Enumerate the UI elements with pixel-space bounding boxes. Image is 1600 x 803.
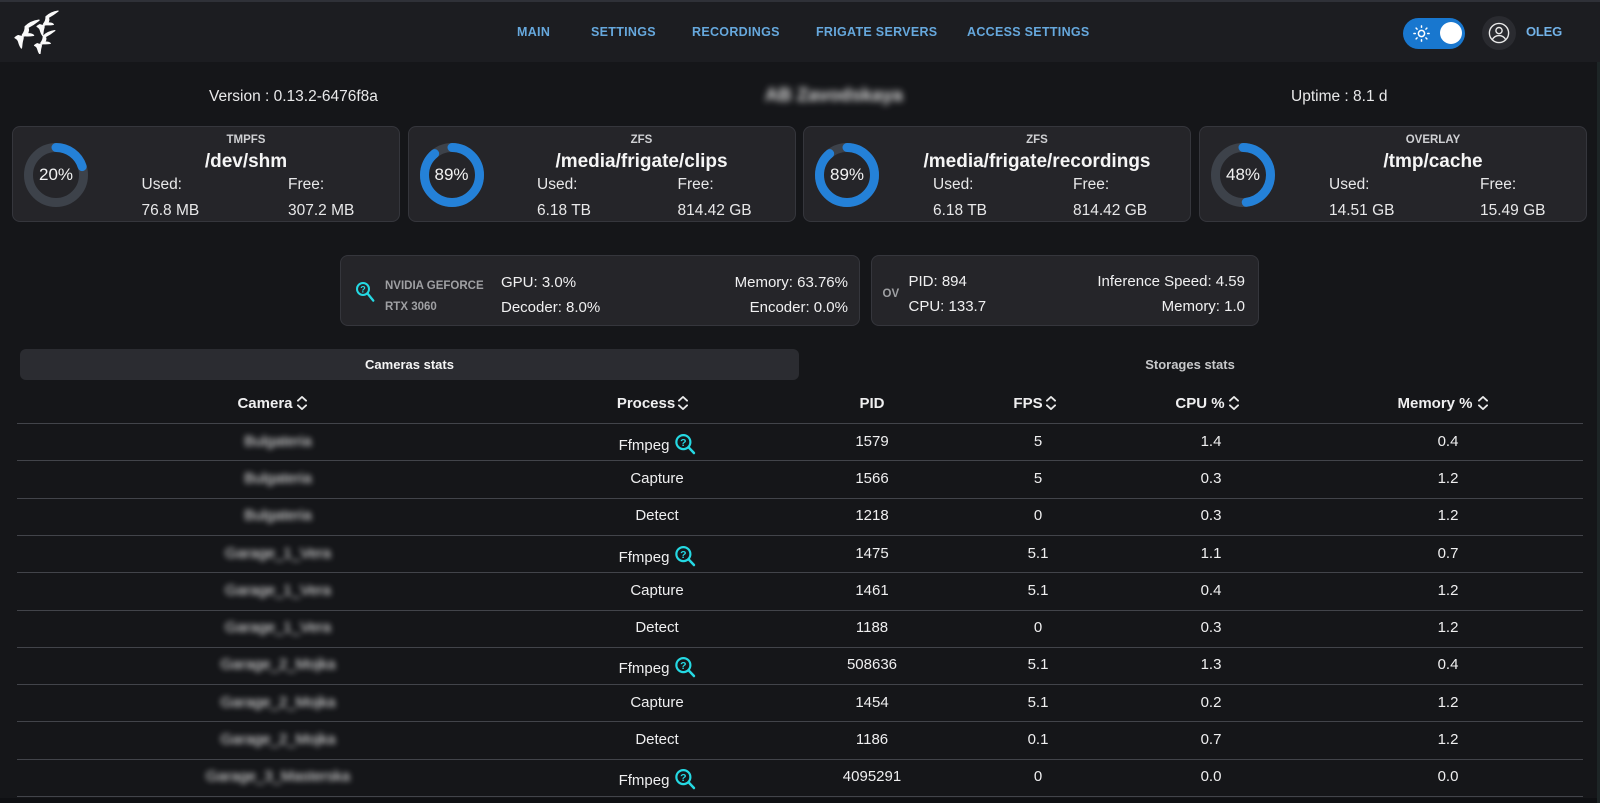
svg-text:?: ? bbox=[680, 436, 686, 448]
svg-text:?: ? bbox=[680, 772, 686, 784]
svg-text:?: ? bbox=[360, 284, 366, 294]
svg-text:?: ? bbox=[680, 660, 686, 672]
svg-text:?: ? bbox=[680, 548, 686, 560]
